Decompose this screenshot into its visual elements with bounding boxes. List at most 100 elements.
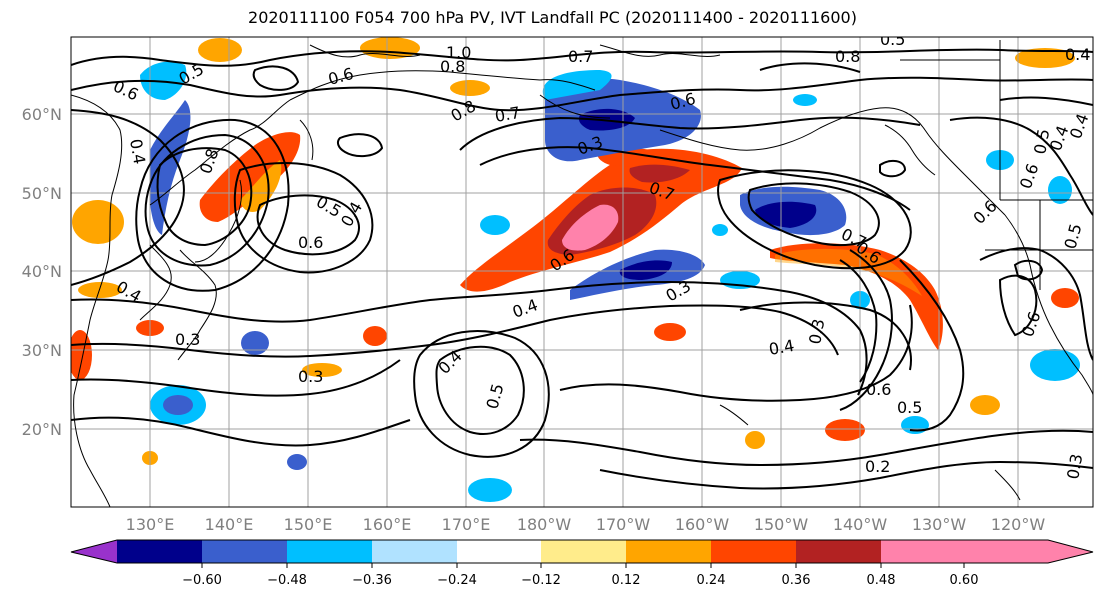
shade-negative — [755, 201, 817, 228]
lon-label: 150°W — [754, 515, 809, 534]
contour-line — [998, 274, 1038, 337]
contour-line — [949, 116, 1093, 216]
lat-label: 30°N — [22, 341, 62, 360]
colorbar-segment — [796, 540, 881, 563]
shade-positive — [970, 395, 1000, 415]
contour-line — [252, 65, 300, 91]
contour-label: 0.3 — [298, 367, 323, 386]
shade-positive — [825, 419, 865, 441]
colorbar-tick-label: −0.36 — [352, 573, 392, 588]
shade-positive — [629, 164, 690, 183]
shade-negative — [793, 94, 817, 106]
colorbar-extend-min — [71, 540, 117, 563]
contour-label: 0.4 — [126, 137, 149, 165]
contour-label: 0.3 — [175, 330, 200, 349]
longitude-labels: 130°E 140°E 150°E 160°E 170°E 180°W 170°… — [126, 515, 1046, 534]
shade-positive — [745, 431, 765, 449]
lon-label: 120°W — [991, 515, 1046, 534]
contour-line — [413, 330, 550, 458]
colorbar-tick-label: 0.12 — [612, 573, 641, 588]
colorbar-extend-max — [964, 540, 1093, 563]
contour-label: 0.6 — [866, 380, 891, 399]
contour-label: 0.6 — [298, 233, 323, 252]
contour-line — [1013, 259, 1044, 281]
contour-line — [839, 259, 878, 383]
shade-negative — [287, 454, 307, 470]
shade-negative — [241, 331, 269, 355]
contour-label: 0.4 — [767, 336, 795, 359]
colorbar-tick-label: −0.12 — [521, 573, 561, 588]
colorbar-tick-labels: −0.60 −0.48 −0.36 −0.24 −0.12 0.12 0.24 … — [182, 573, 978, 588]
shade-positive — [363, 326, 387, 346]
contour-line — [233, 162, 374, 274]
contour-line — [71, 76, 1093, 112]
contour-line — [759, 62, 861, 73]
shade-negative — [468, 478, 512, 502]
contour-line — [879, 159, 907, 178]
shade-negative — [1030, 349, 1080, 381]
contour-line — [747, 182, 880, 247]
contour-line — [899, 259, 965, 432]
shade-positive — [78, 282, 122, 298]
colorbar-tick-label: 0.24 — [697, 573, 726, 588]
contour-line — [999, 96, 1093, 106]
pv-contours — [71, 48, 1093, 490]
lat-label: 40°N — [22, 262, 62, 281]
contour-line — [256, 194, 360, 256]
lon-label: 170°E — [442, 515, 491, 534]
shade-positive — [1015, 48, 1075, 68]
colorbar-segment — [626, 540, 711, 563]
colorbar-segment — [372, 540, 457, 563]
lat-label: 20°N — [22, 420, 62, 439]
contour-line — [336, 133, 384, 158]
shade-positive — [1051, 288, 1079, 308]
contour-label: 0.7 — [568, 47, 593, 66]
map-title: 2020111100 F054 700 hPa PV, IVT Landfall… — [248, 8, 857, 27]
shade-negative — [619, 260, 672, 280]
contour-label: 0.5 — [1030, 127, 1053, 155]
contour-line — [459, 116, 921, 151]
shade-positive — [71, 330, 92, 380]
contour-label: 0.8 — [835, 47, 860, 66]
contour-line — [739, 301, 912, 371]
colorbar-tick-label: 0.48 — [867, 573, 896, 588]
contour-line — [71, 109, 185, 286]
shade-positive — [72, 200, 124, 244]
shade-negative — [1048, 176, 1072, 204]
contour-label: 0.3 — [1063, 452, 1086, 480]
colorbar-segment — [457, 540, 541, 563]
map-frame — [70, 36, 1094, 508]
contour-label: 0.3 — [805, 317, 828, 345]
contour-line — [71, 359, 401, 397]
shade-negative — [163, 395, 193, 415]
colorbar-segment — [711, 540, 796, 563]
contour-line — [599, 460, 1093, 490]
lon-label: 160°E — [363, 515, 412, 534]
colorbar-tick-label: 0.60 — [950, 573, 979, 588]
contour-line — [519, 429, 1093, 467]
contour-line — [71, 416, 411, 447]
lon-label: 150°E — [284, 515, 333, 534]
colorbar-tick-label: 0.36 — [782, 573, 811, 588]
lon-label: 160°W — [675, 515, 730, 534]
contour-label: 1.0 — [446, 43, 471, 62]
contour-line — [71, 48, 1093, 67]
colorbar-segment — [881, 540, 964, 563]
lat-label: 50°N — [22, 184, 62, 203]
colorbar-tick-label: −0.24 — [437, 573, 477, 588]
lon-label: 130°W — [912, 515, 967, 534]
lon-label: 140°W — [833, 515, 888, 534]
colorbar-segment — [202, 540, 287, 563]
shade-positive — [198, 38, 242, 62]
colorbar-outline — [70, 539, 1094, 564]
lat-label: 60°N — [22, 105, 62, 124]
colorbar-tick-label: −0.60 — [182, 573, 222, 588]
contour-line — [717, 169, 912, 270]
lon-label: 130°E — [126, 515, 175, 534]
colorbar-ticks — [201, 563, 965, 568]
contour-line — [979, 247, 1093, 361]
colorbar-segment — [541, 540, 626, 563]
lon-label: 180°W — [517, 515, 572, 534]
shade-positive — [770, 243, 943, 350]
